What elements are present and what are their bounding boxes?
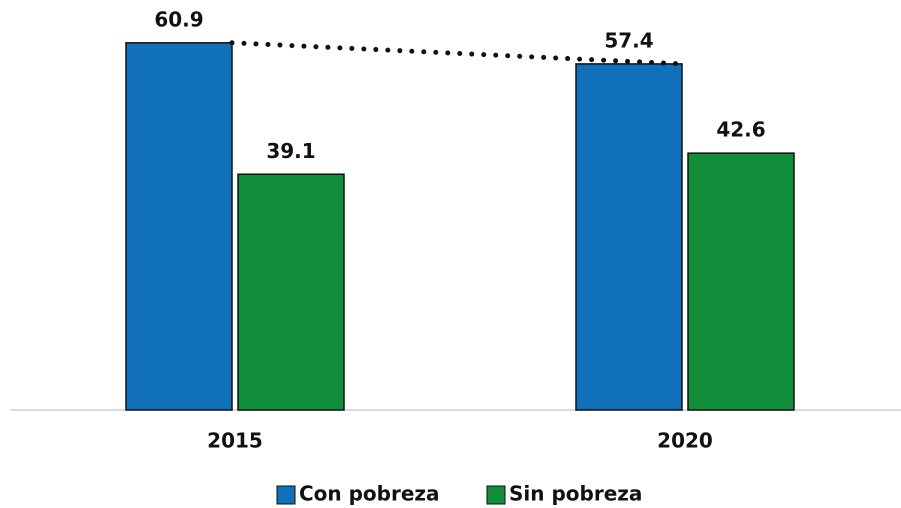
legend-swatch xyxy=(276,485,296,505)
value-label: 42.6 xyxy=(716,118,765,142)
legend-label: Con pobreza xyxy=(299,482,440,506)
bar xyxy=(237,173,345,411)
legend-label: Sin pobreza xyxy=(509,482,642,506)
value-label: 39.1 xyxy=(266,139,315,163)
x-tick-label: 2020 xyxy=(657,429,713,453)
x-tick-label: 2015 xyxy=(207,429,263,453)
bar xyxy=(575,63,683,411)
bar xyxy=(125,42,233,411)
value-label: 57.4 xyxy=(604,28,653,52)
bar xyxy=(687,152,795,411)
value-label: 60.9 xyxy=(154,7,203,31)
legend-swatch xyxy=(486,485,506,505)
